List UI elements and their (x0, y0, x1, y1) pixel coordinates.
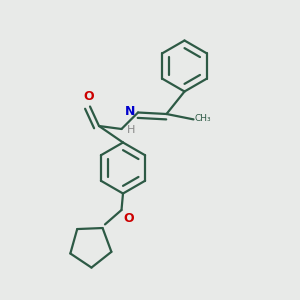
Text: O: O (83, 90, 94, 103)
Text: H: H (127, 125, 135, 136)
Text: CH₃: CH₃ (195, 114, 211, 123)
Text: N: N (125, 105, 136, 119)
Text: O: O (123, 212, 134, 225)
